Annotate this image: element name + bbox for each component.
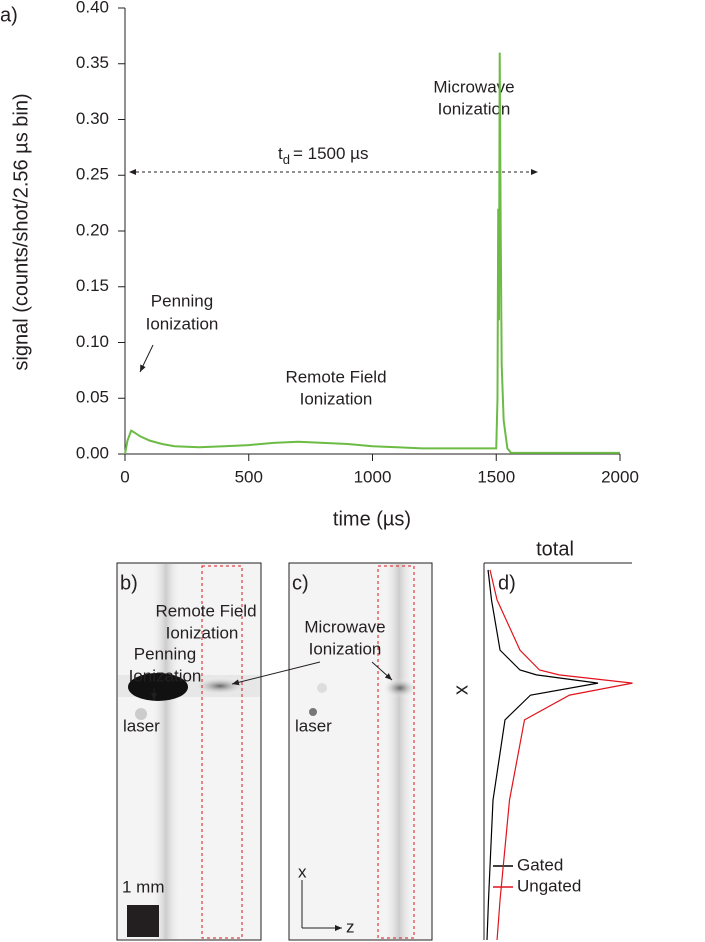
axis-label: x	[298, 862, 307, 881]
annotation: Penning	[134, 644, 196, 663]
x-axis-label: time (µs)	[333, 508, 411, 530]
annotation: Ionization	[438, 99, 511, 118]
annotation: Ionization	[300, 389, 373, 408]
annotation: td = 1500 µs	[278, 144, 368, 167]
panel-label: c)	[292, 572, 309, 594]
x-tick-label: 1000	[354, 467, 392, 486]
annotation: Penning	[151, 291, 213, 310]
arrow	[139, 344, 154, 373]
y-tick-label: 0.30	[76, 109, 109, 128]
legend-label: Ungated	[517, 876, 581, 895]
image-c	[288, 562, 433, 941]
x-tick-label: 500	[235, 467, 263, 486]
arrow	[371, 661, 393, 681]
y-tick-label: 0.25	[76, 165, 109, 184]
profile-line	[489, 569, 633, 941]
legend-label: Gated	[517, 855, 563, 874]
profile-line	[486, 569, 599, 941]
annotation: Microwave	[433, 77, 514, 96]
annotation: Microwave	[304, 617, 385, 636]
x-tick-label: 1500	[477, 467, 515, 486]
annotation: Ionization	[166, 623, 239, 642]
x-tick-label: 0	[120, 467, 129, 486]
y-axis-label: signal (counts/shot/2.56 µs bin)	[10, 93, 32, 370]
y-tick-label: 0.35	[76, 53, 109, 72]
annotation: Remote Field	[285, 367, 386, 386]
y-tick-label: 0.15	[76, 276, 109, 295]
annotation-part: d	[283, 152, 290, 167]
y-tick-label: 0.00	[76, 443, 109, 462]
y-tick-label: 0.10	[76, 332, 109, 351]
panel-label: d)	[498, 572, 516, 594]
y-axis-label: x	[450, 685, 472, 695]
annotation-part: t	[278, 144, 283, 163]
annotation: laser	[123, 716, 160, 735]
y-tick-label: 0.40	[76, 0, 109, 16]
panel-title: total	[536, 538, 574, 560]
arrow	[231, 661, 321, 686]
y-tick-label: 0.05	[76, 388, 109, 407]
annotation: Ionization	[309, 639, 382, 658]
annotation: Ionization	[129, 666, 202, 685]
y-tick-label: 0.20	[76, 220, 109, 239]
data-line	[124, 52, 620, 455]
annotation: Ionization	[146, 314, 219, 333]
axis-label: z	[346, 917, 355, 936]
scale-label: 1 mm	[122, 877, 165, 896]
annotation: Remote Field	[155, 601, 256, 620]
annotation-part: = 1500 µs	[293, 144, 369, 163]
panel-label: a)	[0, 4, 18, 26]
panel-label: b)	[120, 572, 138, 594]
x-tick-label: 2000	[601, 467, 639, 486]
annotation: laser	[295, 716, 332, 735]
